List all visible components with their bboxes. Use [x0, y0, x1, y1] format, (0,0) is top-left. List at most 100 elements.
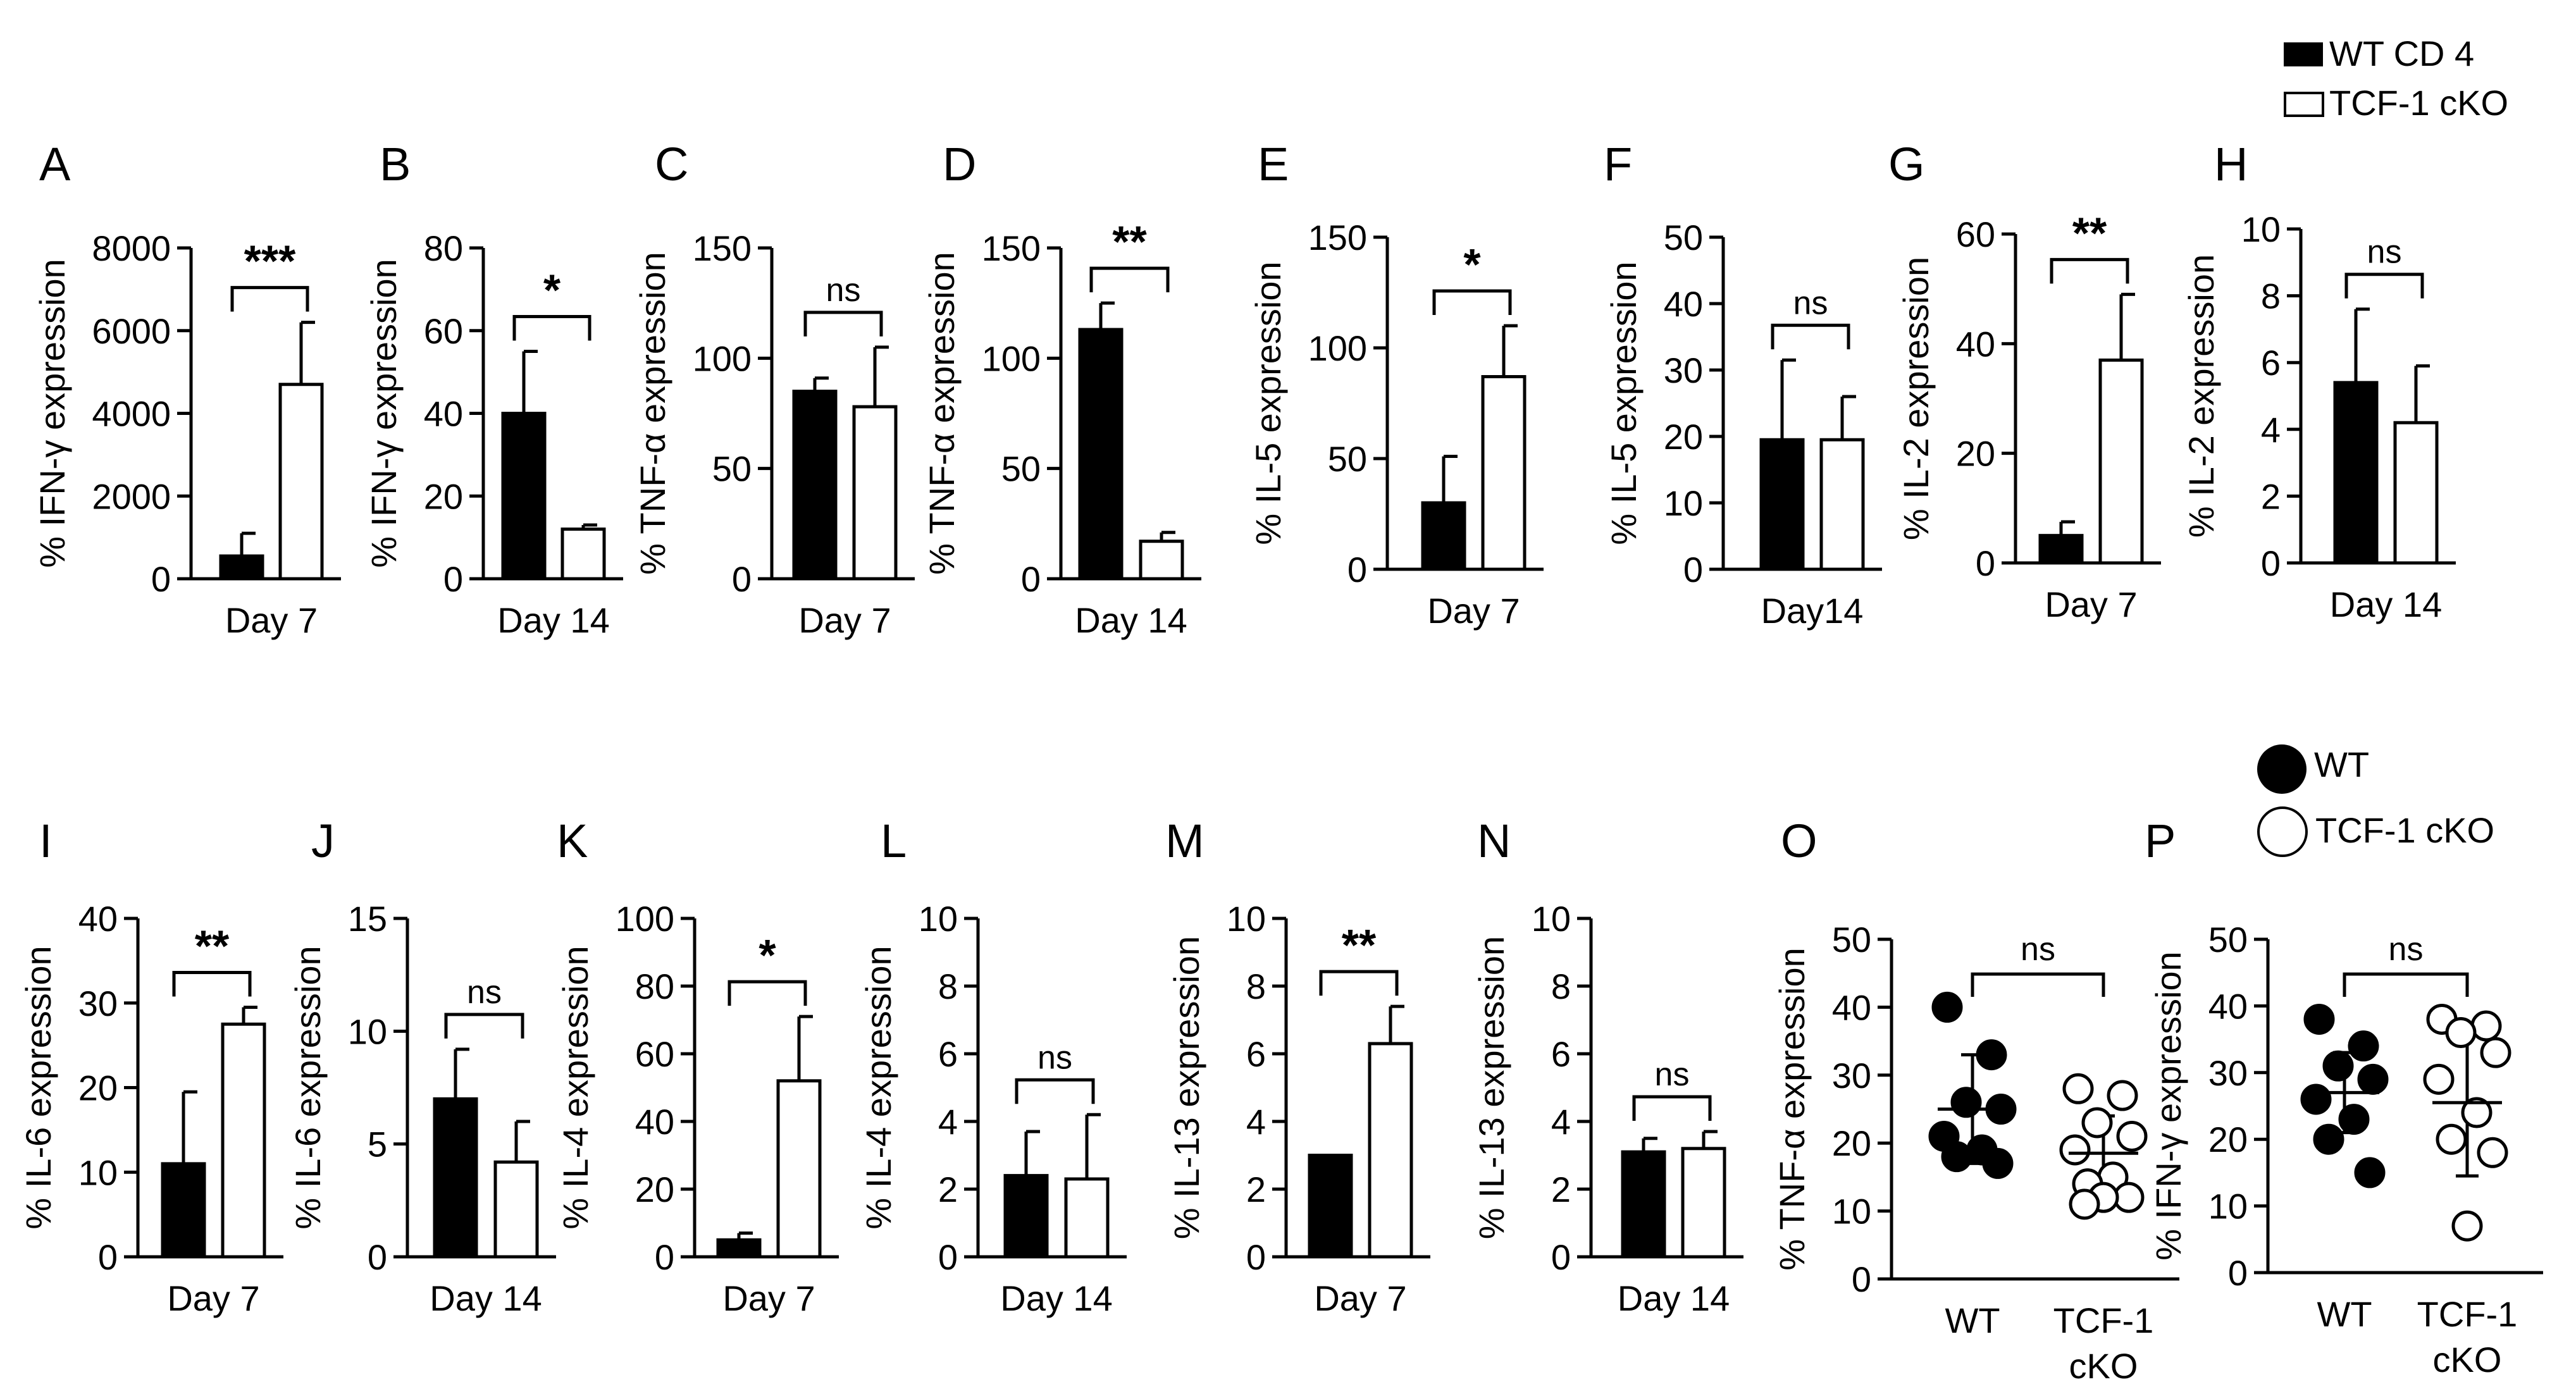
y-tick-label-c: 50 [712, 449, 752, 489]
significance-bracket-p [2343, 972, 2469, 997]
bar-i-wt [161, 1162, 206, 1259]
y-tick-label-f: 50 [1664, 218, 1703, 257]
y-tick-label-m: 4 [1246, 1102, 1266, 1142]
significance-bracket-g [2050, 257, 2129, 284]
significance-label-n: ns [1655, 1056, 1690, 1093]
y-tick-label-b: 20 [424, 476, 463, 516]
panel-letter-m: M [1165, 815, 1204, 867]
y-tick-label-h: 8 [2261, 276, 2281, 316]
y-tick-label-l: 0 [938, 1237, 958, 1277]
bar-e-wt [1421, 501, 1466, 571]
data-point-p-wt [2338, 1104, 2370, 1135]
y-tick-label-o: 0 [1852, 1259, 1871, 1299]
data-point-p-cko [2461, 1097, 2492, 1128]
y-tick-label-i: 10 [78, 1152, 118, 1192]
y-tick-label-k: 0 [655, 1237, 674, 1277]
panel-letter-p: P [2145, 815, 2176, 867]
legend-swatch-filled-box [2284, 42, 2323, 66]
y-tick-label-k: 80 [635, 966, 674, 1006]
legend-item-cko-dot: TCF-1 cKO [2257, 806, 2542, 857]
y-tick-label-m: 0 [1246, 1237, 1266, 1277]
legend-item-wt-dot: WT [2257, 743, 2542, 794]
y-tick-label-h: 4 [2261, 410, 2281, 450]
data-point-o-cko [2059, 1134, 2091, 1166]
y-tick-label-o: 50 [1832, 920, 1871, 960]
y-axis-label-m: % IL-13 expression [1167, 936, 1206, 1239]
significance-bracket-h [2344, 273, 2424, 299]
bar-l-cko [1064, 1177, 1110, 1259]
y-tick-label-j: 10 [348, 1011, 387, 1051]
bar-c-wt [792, 390, 838, 581]
panel-letter-g: G [1888, 138, 1925, 190]
data-point-p-cko [2480, 1037, 2511, 1068]
y-tick-label-l: 6 [938, 1034, 958, 1074]
y-tick-label-c: 100 [693, 338, 752, 378]
data-point-p-wt [2313, 1123, 2344, 1155]
data-point-o-wt [1982, 1147, 2014, 1179]
bar-j-wt [433, 1097, 478, 1259]
y-tick-label-p: 10 [2208, 1187, 2248, 1226]
data-point-p-wt [2348, 1030, 2379, 1062]
data-point-o-cko [2116, 1120, 2148, 1152]
data-point-p-wt [2303, 1003, 2335, 1035]
x-axis-label-k: Day 7 [722, 1278, 815, 1318]
significance-bracket-f [1771, 323, 1850, 350]
y-tick-label-d: 50 [1001, 449, 1041, 489]
y-tick-label-n: 2 [1551, 1170, 1571, 1209]
significance-label-c: ns [826, 272, 861, 309]
significance-bracket-e [1432, 289, 1512, 315]
legend-label-cko-dot: TCF-1 cKO [2315, 810, 2495, 850]
bar-h-cko [2393, 421, 2439, 565]
y-tick-label-e: 100 [1308, 328, 1367, 368]
y-tick-label-b: 80 [424, 228, 463, 268]
panel-letter-k: K [557, 815, 588, 867]
y-tick-label-p: 0 [2228, 1253, 2248, 1293]
y-axis-label-c: % TNF-α expression [633, 252, 672, 575]
data-point-p-cko [2470, 1010, 2502, 1042]
y-axis-label-k: % IL-4 expression [555, 946, 595, 1229]
significance-label-g: ** [2072, 208, 2107, 257]
y-tick-label-p: 20 [2208, 1120, 2248, 1159]
legend-swatch-open-box [2284, 92, 2324, 117]
x-axis-label-g: Day 7 [2045, 584, 2137, 624]
significance-bracket-d [1089, 266, 1170, 293]
y-tick-label-a: 8000 [92, 228, 171, 268]
y-tick-label-h: 10 [2241, 209, 2281, 249]
y-tick-label-h: 2 [2261, 476, 2281, 516]
bar-l-wt [1003, 1174, 1049, 1259]
y-tick-label-f: 0 [1683, 550, 1703, 590]
y-tick-label-f: 40 [1664, 284, 1703, 324]
x-axis-label-h: Day 14 [2330, 584, 2442, 624]
data-point-o-cko [2081, 1107, 2113, 1139]
bar-f-wt [1759, 438, 1805, 571]
x-axis-label-l: Day 14 [1000, 1278, 1112, 1318]
y-tick-label-a: 4000 [92, 394, 171, 434]
panel-letter-f: F [1604, 138, 1632, 190]
bar-d-wt [1078, 328, 1124, 581]
significance-bracket-i [172, 970, 252, 997]
y-tick-label-c: 150 [693, 228, 752, 268]
data-point-o-cko [2113, 1182, 2145, 1213]
panel-letter-c: C [655, 138, 688, 190]
x-axis-label-c: Day 7 [798, 600, 891, 640]
panel-letter-d: D [943, 138, 976, 190]
bar-g-cko [2098, 358, 2144, 565]
y-tick-label-m: 8 [1246, 966, 1266, 1006]
data-point-o-cko [2069, 1188, 2100, 1220]
y-tick-label-e: 150 [1308, 218, 1367, 257]
y-tick-label-f: 10 [1664, 483, 1703, 523]
y-tick-label-d: 0 [1021, 559, 1041, 599]
panel-letter-j: J [311, 815, 335, 867]
x-axis-label-b: Day 14 [497, 600, 609, 640]
y-tick-label-l: 2 [938, 1170, 958, 1209]
x-category-label-o: WT [1945, 1300, 2000, 1340]
y-tick-label-d: 150 [982, 228, 1041, 268]
y-tick-label-g: 60 [1956, 214, 1995, 254]
y-axis-label-n: % IL-13 expression [1471, 936, 1511, 1239]
x-category-label-p: cKO [2433, 1340, 2502, 1380]
y-tick-label-n: 8 [1551, 966, 1571, 1006]
panel-letter-a: A [39, 138, 71, 190]
significance-label-j: ns [467, 974, 502, 1011]
y-tick-label-k: 20 [635, 1170, 674, 1209]
